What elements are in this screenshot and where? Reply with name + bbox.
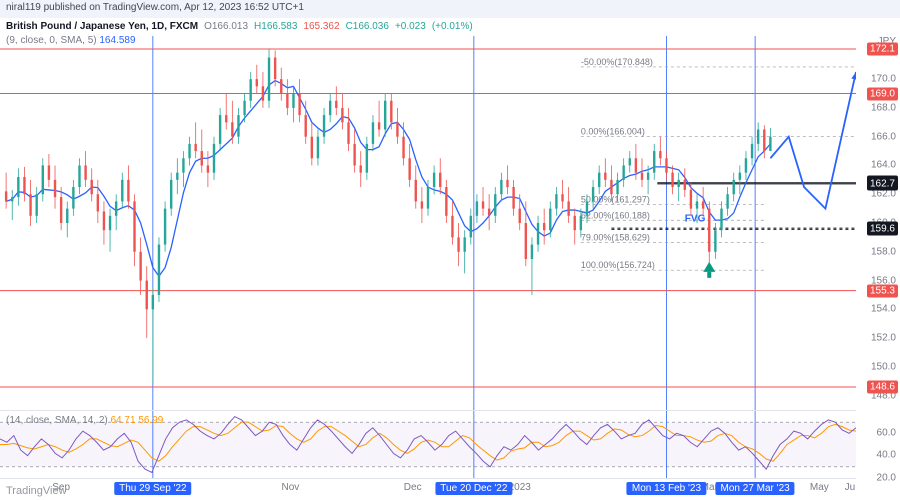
ohlc-pct: (+0.01%) [432,21,473,32]
time-tick: Nov [282,482,300,493]
symbol-row: British Pound / Japanese Yen, 1D, FXCM O… [0,18,900,34]
price-label-box: 162.7 [867,178,898,191]
price-tick: 152.0 [871,333,896,344]
osc-val2: 56.99 [138,415,163,426]
symbol-pair[interactable]: British Pound / Japanese Yen, 1D, FXCM [6,21,198,32]
oscillator-axis[interactable]: 20.040.060.0 [856,410,900,478]
publish-header: niral119 published on TradingView.com, A… [0,0,900,18]
price-chart[interactable]: -50.00%(170.848) 0.00%(166.004) 50.00%(161… [0,36,856,410]
price-tick: 166.0 [871,131,896,142]
tradingview-watermark: TradingView [6,485,67,497]
svg-text:-50.00%(170.848): -50.00%(170.848) [581,57,653,67]
price-label-box: 169.0 [867,87,898,100]
svg-text:FVG: FVG [685,214,706,225]
ohlc-low: 165.362 [303,21,339,32]
osc-tick: 40.0 [877,450,896,461]
osc-val1: 64.71 [111,415,136,426]
price-tick: 164.0 [871,160,896,171]
svg-text:62.00%(160.188): 62.00%(160.188) [581,210,650,220]
price-label-box: 148.6 [867,380,898,393]
ohlc-open: O166.013 [204,21,248,32]
osc-tick: 20.0 [877,473,896,484]
svg-text:79.00%(158.629): 79.00%(158.629) [581,233,650,243]
price-tick: 170.0 [871,74,896,85]
time-date-box: Thu 29 Sep '22 [114,482,192,495]
publish-text: niral119 published on TradingView.com, A… [6,2,304,13]
oscillator-label: (14, close, SMA, 14, 2) 64.71 56.99 [6,415,163,426]
price-label-box: 155.3 [867,284,898,297]
time-date-box: Mon 13 Feb '23 [627,482,706,495]
price-chart-svg[interactable]: -50.00%(170.848) 0.00%(166.004) 50.00%(161… [0,36,856,410]
price-tick: 150.0 [871,361,896,372]
ohlc-high: H166.583 [254,21,297,32]
price-axis[interactable]: JPY 172.0170.0168.0166.0164.0162.0160.01… [856,36,900,410]
svg-text:50.00%(161.297): 50.00%(161.297) [581,194,650,204]
svg-text:0.00%(166.004): 0.00%(166.004) [581,127,645,137]
ohlc-close: C166.036 [346,21,389,32]
price-label-box: 159.6 [867,223,898,236]
time-date-box: Mon 27 Mar '23 [716,482,795,495]
osc-tick: 60.0 [877,427,896,438]
time-date-box: Tue 20 Dec '22 [435,482,512,495]
time-tick: May [810,482,829,493]
time-tick: Dec [404,482,422,493]
osc-params: (14, close, SMA, 14, 2) [6,415,108,426]
time-axis[interactable]: SepNovDec2023FMarMayJuThu 29 Sep '22Tue … [0,478,856,500]
svg-text:100.00%(156.724): 100.00%(156.724) [581,260,655,270]
ohlc-change: +0.023 [395,21,426,32]
price-label-box: 172.1 [867,42,898,55]
time-tick: Ju [845,482,856,493]
price-tick: 158.0 [871,246,896,257]
price-tick: 154.0 [871,304,896,315]
price-tick: 168.0 [871,102,896,113]
